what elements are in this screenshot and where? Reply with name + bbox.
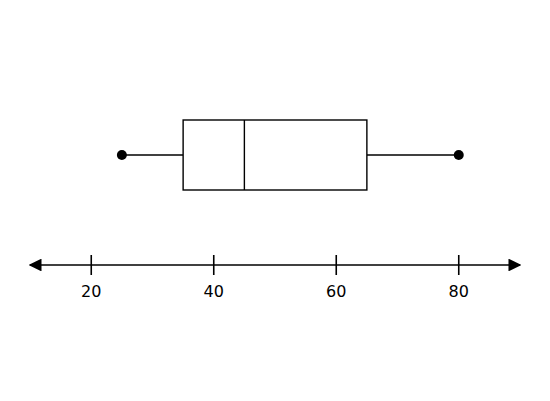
upper-whisker [367,154,459,155]
axis-line [30,264,520,266]
box [183,120,367,190]
tick [335,255,337,275]
chart: 20 40 60 80 [0,0,550,401]
max-dot [454,150,464,160]
median-line [244,120,245,190]
tick [90,255,92,275]
chart-container: 20 40 60 80 [0,0,550,401]
lower-whisker [122,154,183,155]
tick [213,255,215,275]
box-plot [117,120,464,190]
tick-label: 80 [449,282,469,301]
tick-label: 60 [326,282,346,301]
tick-label: 20 [81,282,101,301]
tick-label: 40 [204,282,224,301]
x-axis: 20 40 60 80 [30,255,520,301]
min-dot [117,150,127,160]
tick [458,255,460,275]
